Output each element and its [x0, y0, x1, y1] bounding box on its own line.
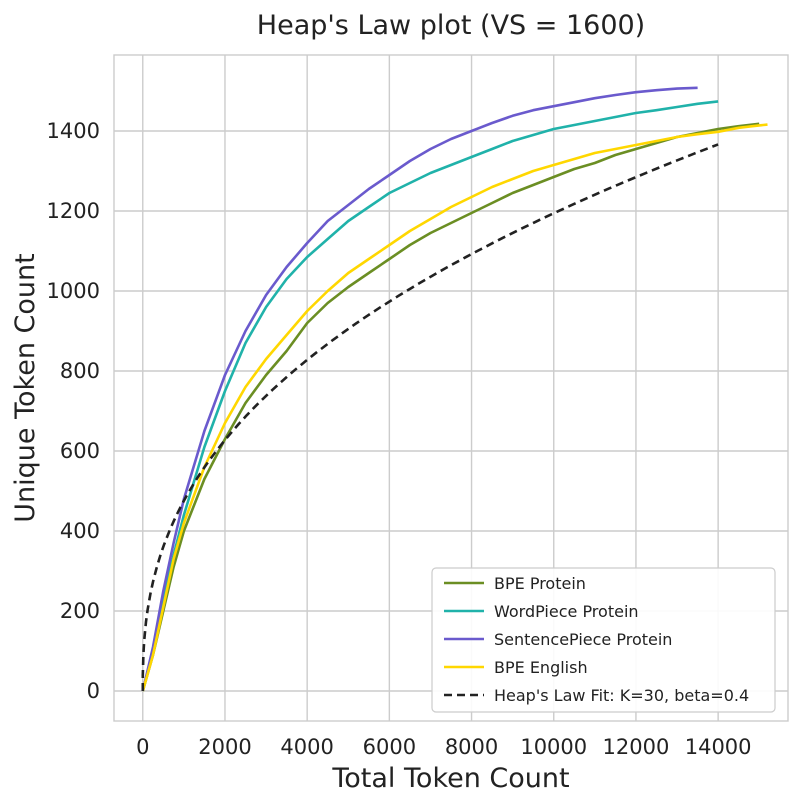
x-tick-label: 4000	[280, 735, 333, 759]
y-tick-label: 800	[60, 359, 100, 383]
legend-label-3: BPE English	[494, 658, 588, 677]
x-tick-label: 12000	[603, 735, 670, 759]
x-tick-label: 6000	[363, 735, 416, 759]
y-tick-label: 1000	[47, 279, 100, 303]
series-line-3	[141, 123, 768, 692]
series-line-0	[141, 122, 760, 692]
y-axis-ticks: 0 200 400 600 800 1000 1200 1400	[47, 119, 100, 703]
series-line-2	[141, 86, 698, 692]
x-tick-label: 14000	[685, 735, 752, 759]
legend-box	[431, 567, 776, 713]
x-axis-label: Total Token Count	[331, 763, 569, 794]
legend-label-0: BPE Protein	[494, 574, 586, 593]
series-line-4	[141, 143, 719, 691]
legend-label-2: SentencePiece Protein	[494, 630, 672, 649]
plot-frame	[113, 54, 789, 722]
chart-title: Heap's Law plot (VS = 1600)	[257, 10, 645, 41]
x-axis-ticks: 0 2000 4000 6000 8000 10000 12000 14000	[136, 735, 751, 759]
y-tick-label: 0	[87, 679, 100, 703]
legend: BPE Protein WordPiece Protein SentencePiec…	[431, 567, 776, 713]
y-tick-label: 1200	[47, 199, 100, 223]
y-tick-label: 400	[60, 519, 100, 543]
x-tick-label: 2000	[198, 735, 251, 759]
y-tick-label: 1400	[47, 119, 100, 143]
x-tick-label: 10000	[520, 735, 587, 759]
y-axis-label: Unique Token Count	[10, 253, 41, 522]
y-tick-label: 600	[60, 439, 100, 463]
legend-label-4: Heap's Law Fit: K=30, beta=0.4	[494, 686, 749, 705]
legend-label-1: WordPiece Protein	[494, 602, 639, 621]
series-line-1	[141, 100, 719, 692]
data-series	[141, 86, 768, 692]
x-tick-label: 0	[136, 735, 149, 759]
y-tick-label: 200	[60, 599, 100, 623]
x-tick-label: 8000	[445, 735, 498, 759]
